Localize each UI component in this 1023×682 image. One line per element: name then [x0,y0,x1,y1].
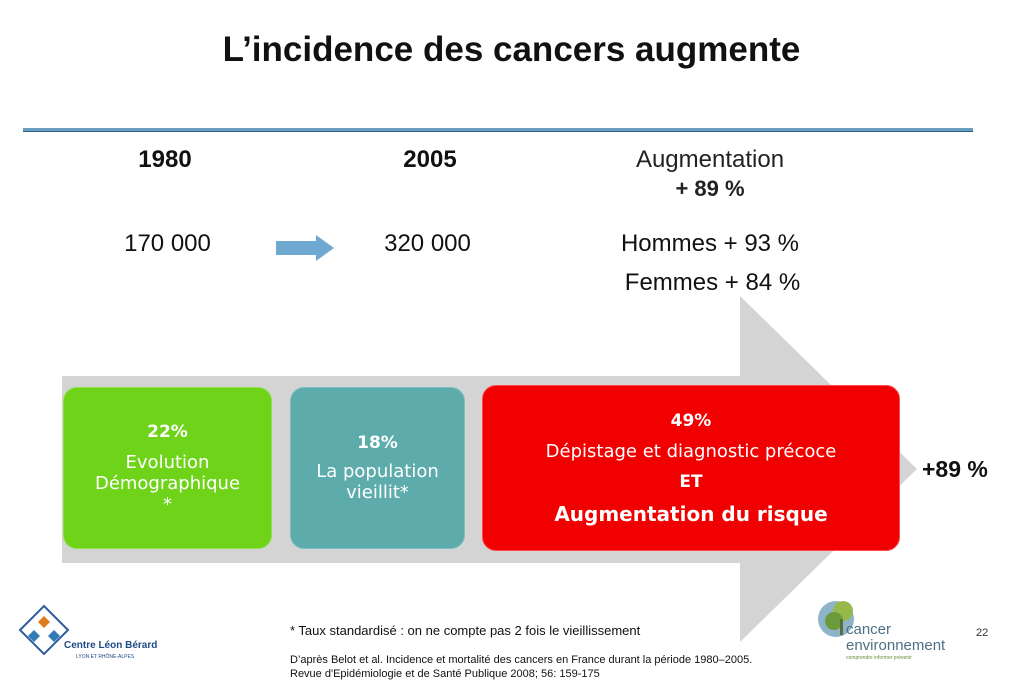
demographic-line2: Démographique [94,472,241,494]
centre-leon-berard-emblem [18,604,70,656]
ce-line2: environnement [846,637,946,654]
year-2005: 2005 [403,146,457,173]
women-increase: Femmes + 84 % [624,269,801,296]
footnote: * Taux standardisé : on ne compte pas 2 … [290,623,641,638]
demographic-factor-box: 22% Evolution Démographique * [63,387,272,549]
increase-label: Augmentation [635,146,785,173]
ce-line1: cancer [846,621,892,638]
slide-title: L’incidence des cancers augmente [222,30,801,69]
clb-subtitle: LYON ET RHÔNE-ALPES [76,654,135,660]
title-divider [23,128,973,131]
increase-header: Augmentation + 89 % [560,146,860,202]
centre-leon-berard-logo: Centre Léon Bérard LYON ET RHÔNE-ALPES [18,604,168,668]
total-increase: +89 % [922,456,988,482]
year-1980: 1980 [138,146,192,173]
aging-line2: vieillit* [346,482,409,503]
screening-percent: 49% [670,410,712,431]
increase-value: + 89 % [675,176,745,201]
demographic-line3: * [163,493,172,515]
page-number: 22 [976,627,989,639]
reference-line2: Revue d'Epidémiologie et de Santé Publiq… [290,668,600,680]
screening-risk-box: 49% Dépistage et diagnostic précoce ET A… [482,385,900,551]
demographic-line1: Evolution [125,451,210,473]
globe-tree-icon [818,601,854,637]
clb-name: Centre Léon Bérard [64,640,158,651]
aging-line1: La population [316,461,439,482]
cases-2005: 320 000 [384,230,471,257]
screening-line3: Augmentation du risque [554,501,828,526]
demographic-percent: 22% [147,421,188,442]
screening-line1: Dépistage et diagnostic précoce [545,440,837,462]
aging-percent: 18% [357,433,398,453]
aging-factor-box: 18% La population vieillit* [290,387,465,549]
cases-1980: 170 000 [124,230,211,257]
cancer-environnement-logo: cancer environnement comprendre informer… [812,597,957,665]
screening-line2: ET [679,471,703,492]
men-increase: Hommes + 93 % [620,230,800,257]
title-divider-shadow [23,131,973,132]
right-arrow-icon [276,235,334,261]
ce-tagline: comprendre informer prévenir [846,655,912,661]
reference-line1: D’après Belot et al. Incidence et mortal… [290,654,753,666]
